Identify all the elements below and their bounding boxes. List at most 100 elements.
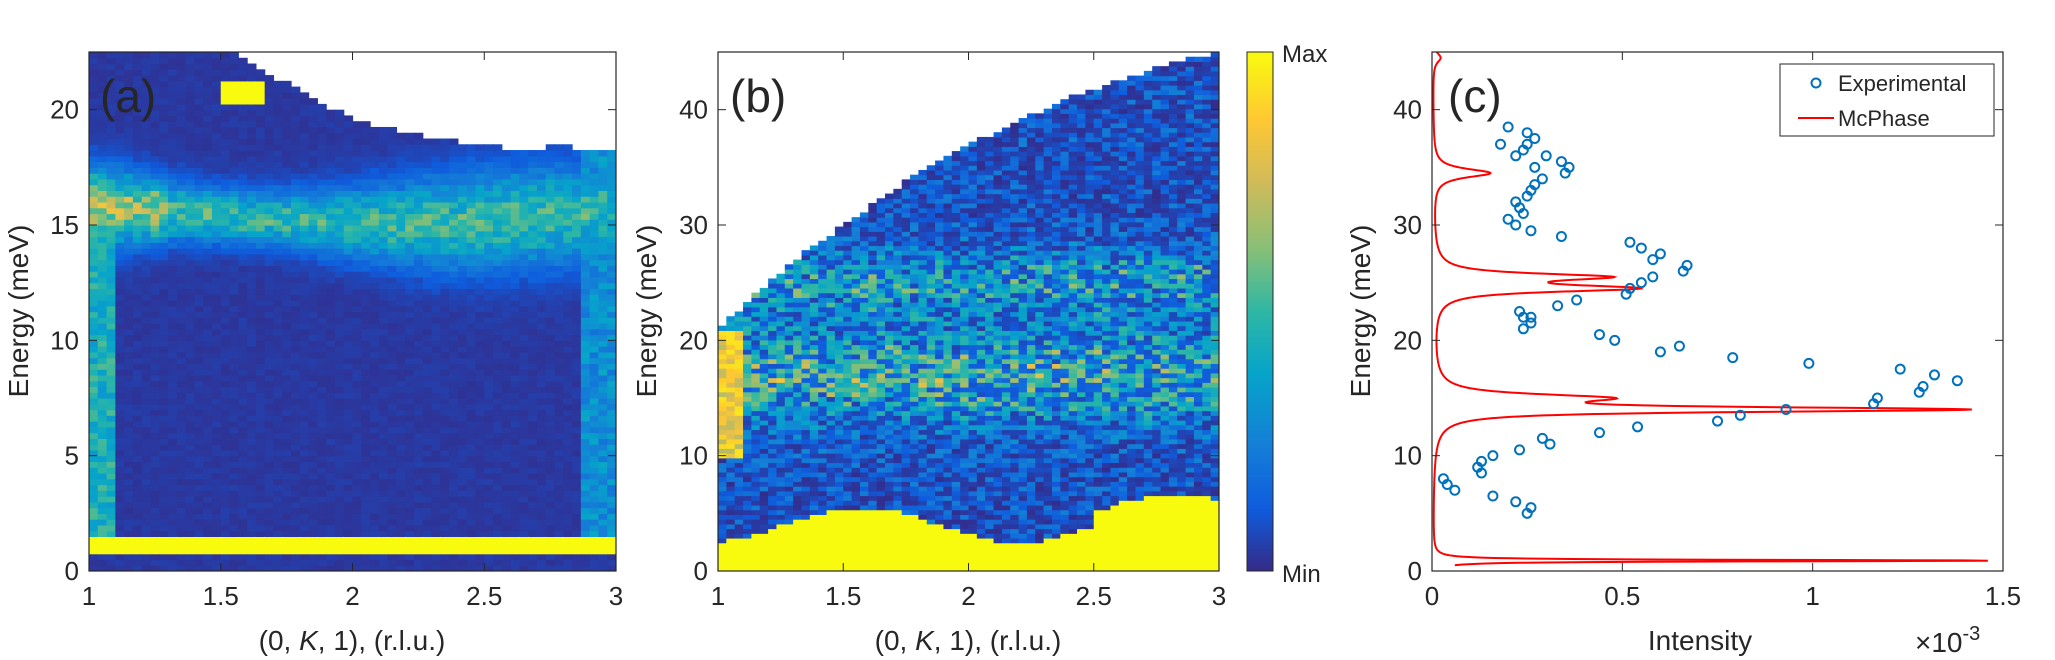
heatmap-a-cell — [528, 478, 538, 486]
heatmap-a-cell — [545, 155, 556, 163]
heatmap-a-cell — [264, 415, 275, 422]
heatmap-a-cell — [413, 467, 424, 474]
heatmap-a-cell — [326, 167, 336, 174]
heatmap-a-cell — [598, 530, 608, 537]
heatmap-a-cell — [457, 190, 468, 197]
heatmap-a-cell — [484, 547, 494, 555]
heatmap-a-cell — [457, 357, 468, 364]
heatmap-a-cell — [572, 536, 582, 543]
heatmap-a-cell — [115, 519, 125, 526]
heatmap-a-cell — [282, 126, 292, 134]
heatmap-a-cell — [264, 363, 275, 370]
heatmap-a-cell — [536, 403, 547, 411]
heatmap-a-cell — [431, 478, 441, 486]
heatmap-a-cell — [255, 201, 266, 209]
heatmap-a-cell — [554, 282, 564, 290]
heatmap-a-cell — [106, 496, 116, 503]
heatmap-a-cell — [370, 225, 380, 232]
heatmap-a-cell — [229, 253, 239, 261]
heatmap-a-cell — [220, 553, 231, 561]
heatmap-a-cell — [343, 138, 354, 145]
heatmap-a-cell — [159, 132, 169, 140]
heatmap-a-cell — [211, 271, 222, 278]
heatmap-a-cell — [378, 507, 389, 514]
heatmap-a-cell — [115, 432, 125, 439]
heatmap-a-cell — [273, 455, 283, 463]
heatmap-a-cell — [291, 184, 301, 191]
heatmap-a-cell — [580, 409, 591, 416]
heatmap-a-cell — [528, 432, 538, 439]
heatmap-a-cell — [493, 167, 503, 174]
heatmap-a-cell — [194, 86, 204, 93]
heatmap-a-cell — [115, 184, 125, 191]
heatmap-a-cell — [141, 126, 152, 134]
heatmap-a-cell — [89, 363, 99, 370]
heatmap-a-cell — [211, 265, 222, 272]
heatmap-a-cell — [141, 524, 152, 532]
heatmap-a-cell — [493, 536, 503, 543]
heatmap-a-cell — [440, 294, 450, 301]
heatmap-a-cell — [370, 524, 380, 532]
heatmap-a-cell — [317, 501, 327, 509]
heatmap-a-cell — [264, 282, 275, 290]
heatmap-a-cell — [141, 242, 152, 249]
heatmap-b-cell — [718, 429, 727, 435]
heatmap-a-cell — [598, 542, 608, 549]
heatmap-a-cell — [563, 565, 573, 571]
heatmap-a-cell — [440, 340, 450, 347]
heatmap-a-cell — [308, 351, 318, 359]
heatmap-a-cell — [203, 173, 213, 180]
heatmap-a-cell — [519, 363, 529, 370]
heatmap-a-cell — [528, 225, 538, 232]
heatmap-a-cell — [475, 311, 485, 318]
heatmap-a-cell — [431, 369, 441, 376]
heatmap-b-cell — [718, 434, 727, 440]
heatmap-a-cell — [387, 363, 398, 370]
heatmap-a-cell — [440, 496, 450, 503]
heatmap-b-cell — [726, 410, 736, 416]
heatmap-a-cell — [282, 386, 292, 393]
heatmap-a-cell — [554, 265, 564, 272]
heatmap-a-cell — [185, 559, 195, 566]
heatmap-a-cell — [431, 363, 441, 370]
heatmap-a-cell — [431, 178, 441, 186]
heatmap-a-cell — [334, 115, 345, 122]
heatmap-a-cell — [141, 553, 152, 561]
heatmap-a-cell — [536, 276, 547, 284]
heatmap-a-cell — [255, 421, 266, 428]
heatmap-a-cell — [159, 126, 169, 134]
heatmap-a-cell — [299, 380, 310, 388]
heatmap-a-cell — [124, 98, 134, 105]
heatmap-a-cell — [510, 415, 520, 422]
heatmap-a-cell — [150, 201, 160, 209]
heatmap-a-cell — [370, 421, 380, 428]
heatmap-a-cell — [247, 484, 257, 491]
heatmap-a-cell — [431, 253, 441, 261]
heatmap-a-cell — [203, 109, 213, 117]
heatmap-a-cell — [387, 132, 398, 140]
heatmap-a-cell — [317, 559, 327, 566]
heatmap-a-cell — [422, 299, 433, 307]
heatmap-a-cell — [106, 75, 116, 82]
heatmap-a-cell — [457, 167, 468, 174]
heatmap-a-cell — [510, 317, 520, 324]
heatmap-a-cell — [334, 253, 345, 261]
heatmap-a-cell — [493, 282, 503, 290]
heatmap-a-cell — [308, 547, 318, 555]
heatmap-a-cell — [510, 380, 520, 388]
heatmap-a-cell — [457, 328, 468, 336]
heatmap-a-cell — [282, 173, 292, 180]
heatmap-a-cell — [475, 184, 485, 191]
heatmap-a-cell — [449, 490, 459, 497]
heatmap-a-cell — [554, 547, 564, 555]
heatmap-a-cell — [563, 472, 573, 480]
heatmap-a-cell — [291, 242, 301, 249]
heatmap-a-cell — [317, 478, 327, 486]
heatmap-a-cell — [343, 150, 354, 157]
heatmap-a-cell — [132, 167, 143, 174]
heatmap-a-cell — [124, 357, 134, 364]
heatmap-a-cell — [247, 346, 257, 353]
heatmap-a-cell — [150, 449, 160, 457]
heatmap-a-cell — [545, 490, 556, 497]
heatmap-a-cell — [563, 323, 573, 330]
